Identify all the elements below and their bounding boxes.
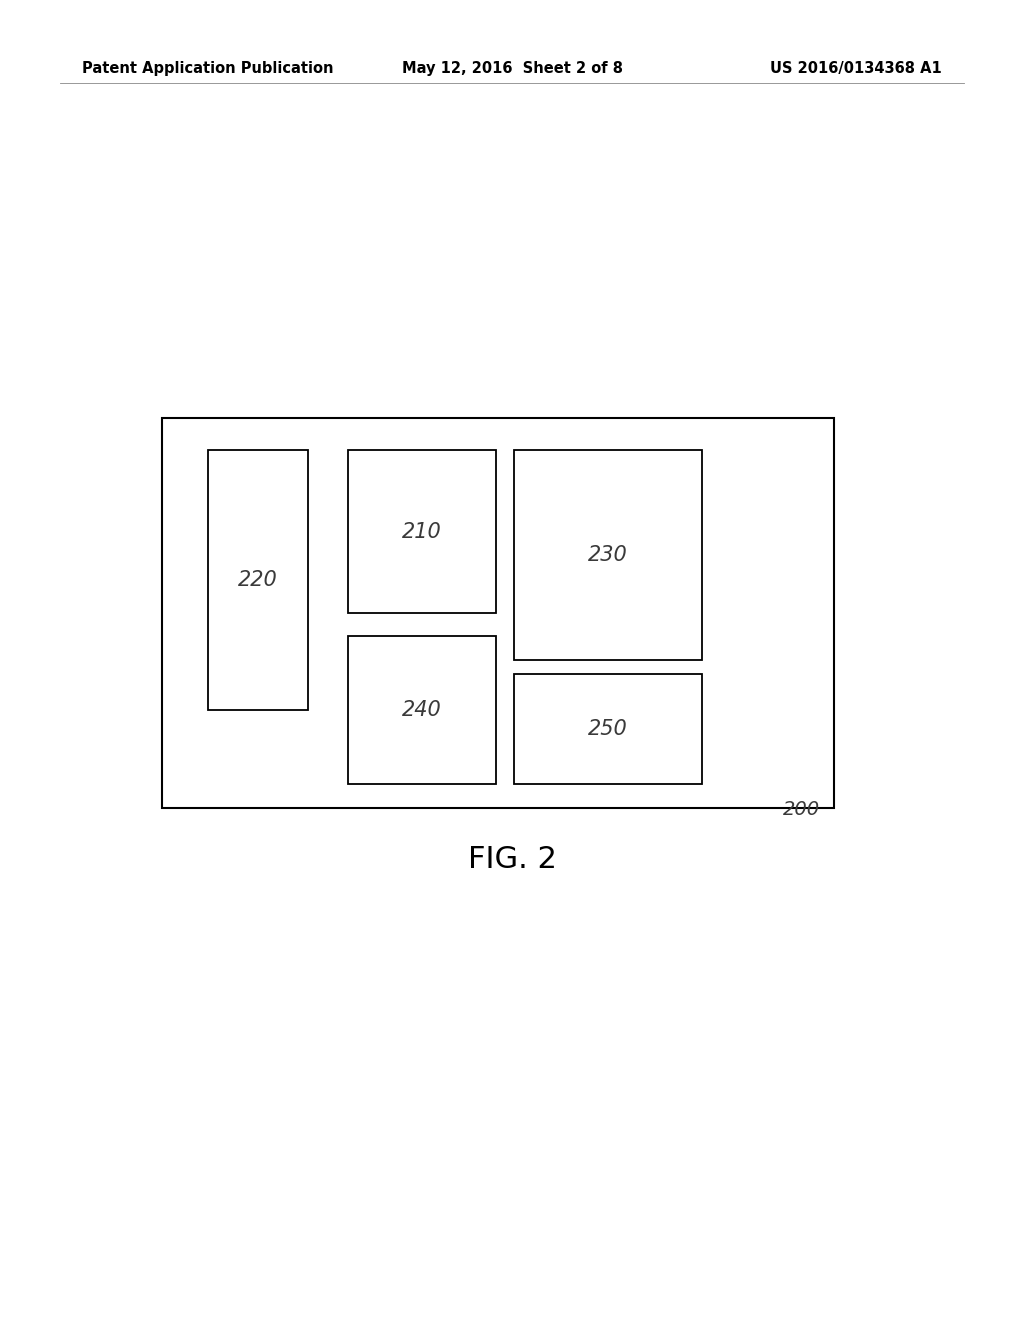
Bar	[348, 636, 496, 784]
Text: 230: 230	[588, 545, 628, 565]
Text: 210: 210	[402, 521, 442, 541]
Text: FIG. 2: FIG. 2	[468, 846, 556, 874]
Text: US 2016/0134368 A1: US 2016/0134368 A1	[770, 61, 942, 75]
Bar	[514, 450, 702, 660]
Text: Patent Application Publication: Patent Application Publication	[82, 61, 334, 75]
Bar	[348, 450, 496, 612]
Bar	[162, 418, 834, 808]
Bar	[208, 450, 308, 710]
Text: 200: 200	[783, 800, 820, 818]
Text: May 12, 2016  Sheet 2 of 8: May 12, 2016 Sheet 2 of 8	[401, 61, 623, 75]
Text: 250: 250	[588, 719, 628, 739]
Text: 220: 220	[239, 570, 278, 590]
Bar	[514, 675, 702, 784]
Text: 240: 240	[402, 700, 442, 719]
